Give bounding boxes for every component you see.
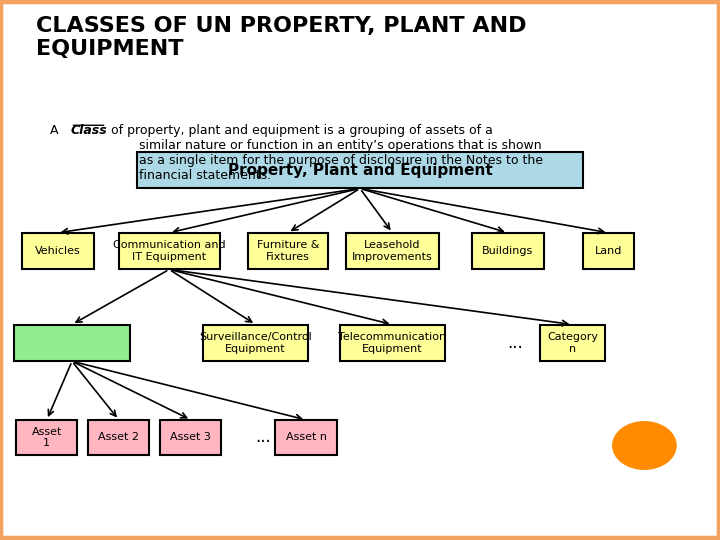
FancyBboxPatch shape <box>14 325 130 361</box>
FancyBboxPatch shape <box>203 325 308 361</box>
Text: Telecommunication
Equipment: Telecommunication Equipment <box>338 332 446 354</box>
Text: Asset
1: Asset 1 <box>32 427 62 448</box>
FancyBboxPatch shape <box>16 420 78 455</box>
Text: Land: Land <box>595 246 622 256</box>
Text: Vehicles: Vehicles <box>35 246 81 256</box>
FancyBboxPatch shape <box>137 152 583 188</box>
Text: of property, plant and equipment is a grouping of assets of a
        similar na: of property, plant and equipment is a gr… <box>107 124 543 182</box>
FancyBboxPatch shape <box>583 233 634 269</box>
Text: Asset 3: Asset 3 <box>171 433 211 442</box>
Text: Furniture &
Fixtures: Furniture & Fixtures <box>257 240 319 262</box>
Text: A: A <box>50 124 63 137</box>
Text: Buildings: Buildings <box>482 246 534 256</box>
FancyBboxPatch shape <box>341 325 445 361</box>
Text: ...: ... <box>255 428 271 447</box>
Text: CLASSES OF UN PROPERTY, PLANT AND
EQUIPMENT: CLASSES OF UN PROPERTY, PLANT AND EQUIPM… <box>36 16 526 59</box>
Text: ...: ... <box>507 334 523 352</box>
Text: Leasehold
Improvements: Leasehold Improvements <box>352 240 433 262</box>
Circle shape <box>613 422 676 469</box>
FancyBboxPatch shape <box>248 233 328 269</box>
FancyBboxPatch shape <box>472 233 544 269</box>
Text: Class: Class <box>71 124 107 137</box>
Text: Property, Plant and Equipment: Property, Plant and Equipment <box>228 163 492 178</box>
Text: Category
n: Category n <box>547 332 598 354</box>
FancyBboxPatch shape <box>119 233 220 269</box>
Text: Asset n: Asset n <box>286 433 326 442</box>
FancyBboxPatch shape <box>89 420 150 455</box>
FancyBboxPatch shape <box>22 233 94 269</box>
FancyBboxPatch shape <box>346 233 439 269</box>
Text: Communication and
IT Equipment: Communication and IT Equipment <box>113 240 225 262</box>
FancyBboxPatch shape <box>275 420 337 455</box>
Text: Asset 2: Asset 2 <box>99 433 139 442</box>
FancyBboxPatch shape <box>540 325 605 361</box>
Text: Surveillance/Control
Equipment: Surveillance/Control Equipment <box>199 332 312 354</box>
FancyBboxPatch shape <box>160 420 222 455</box>
